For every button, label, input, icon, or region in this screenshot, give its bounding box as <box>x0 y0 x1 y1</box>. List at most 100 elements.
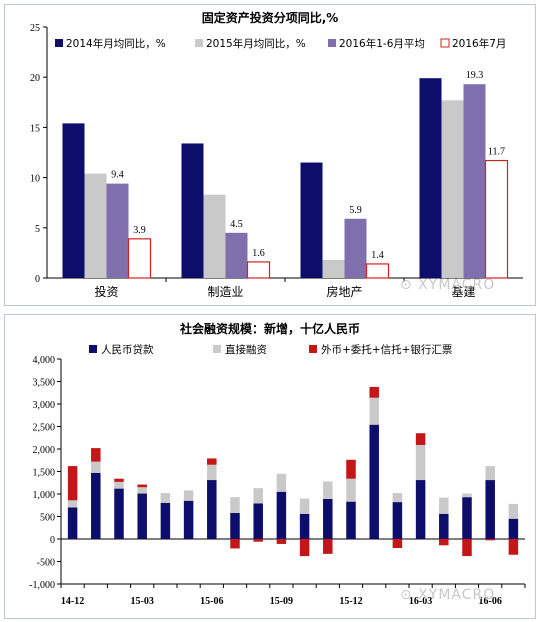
chart2-bar-segment <box>160 493 171 503</box>
chart2-bar-segment <box>276 491 287 539</box>
chart2-bar-segment <box>67 466 78 501</box>
chart2-bar-segment <box>346 501 356 539</box>
chart2-bar-segment <box>160 503 171 539</box>
chart2-y-tick-label: 2,000 <box>33 445 56 456</box>
chart2-bar-segment <box>485 480 495 539</box>
chart2-bar-segment <box>415 433 426 445</box>
chart1-watermark: ⊙ XYMACRO <box>400 277 495 293</box>
chart2-bar-segment <box>137 487 147 494</box>
chart2-bar-segment <box>439 497 449 514</box>
chart1-bar <box>127 238 152 279</box>
chart1-category-label: 制造业 <box>207 285 243 299</box>
chart2-bar-segment <box>183 490 194 501</box>
chart1-bar <box>419 78 442 278</box>
chart1-bar <box>463 84 486 278</box>
social-financing-svg: 社会融资规模：新增，十亿人民币 -1,000 -500 0 500 1,000 1,500… <box>29 321 526 607</box>
chart1-bar <box>203 194 226 278</box>
chart1-y-tick-label: 25 <box>30 23 40 34</box>
chart2-bar-segment <box>369 386 379 398</box>
chart2-bar-segment <box>485 539 495 541</box>
chart2-x-tick-label: 15-06 <box>200 596 223 607</box>
chart2-bar-segment <box>207 458 217 465</box>
chart2-bar-segment <box>114 488 124 539</box>
chart1-bar <box>344 218 367 278</box>
chart2-bar-segment <box>276 539 287 544</box>
chart1-legend-label: 2016年7月 <box>452 37 506 50</box>
chart1-data-label: 19.3 <box>466 70 484 81</box>
chart1-y-tick-label: 20 <box>30 73 40 84</box>
chart2-bar-segment <box>415 444 426 481</box>
chart2-x-tick-label: 16-03 <box>409 596 432 607</box>
chart1-data-label: 3.9 <box>133 225 146 236</box>
chart1-data-label: 9.4 <box>111 170 124 181</box>
chart2-bar-segment <box>114 478 124 482</box>
chart1-bar <box>300 162 323 278</box>
chart1-legend-swatch <box>328 39 336 47</box>
chart2-legend-label: 人民币贷款 <box>101 343 154 356</box>
chart2-watermark: ⊙ XYMACRO <box>400 587 495 603</box>
chart2-bar-segment <box>114 481 124 489</box>
chart1-legend-label: 2016年1-6月平均 <box>339 37 425 50</box>
chart2-bar-segment <box>91 461 101 473</box>
chart2-legend-label: 直接融资 <box>225 343 267 356</box>
chart2-bar-segment <box>183 500 194 539</box>
chart1-bar <box>484 159 509 279</box>
chart1-bar <box>106 183 129 278</box>
chart2-bar-segment <box>508 518 519 539</box>
chart2-legend-swatch <box>89 345 97 353</box>
chart2-y-tick-label: 1,000 <box>33 490 56 501</box>
chart2-bar-segment <box>67 507 78 539</box>
chart2-y-tick-label: -1,000 <box>29 580 55 591</box>
chart1-category-label: 房地产 <box>326 284 362 299</box>
chart2-y-tick-label: 500 <box>40 513 55 524</box>
chart1-bar <box>322 259 345 278</box>
chart2-x-tick-label: 14-12 <box>61 596 84 607</box>
chart2-bar-segment <box>91 472 101 539</box>
chart2-bar-segment <box>253 503 263 539</box>
chart2-bar-segment <box>392 539 403 548</box>
chart2-x-tick-label: 15-03 <box>131 596 154 607</box>
chart2-bar-segment <box>369 424 379 539</box>
chart2-bar-segment <box>91 448 101 462</box>
chart2-legend-swatch <box>309 345 317 353</box>
chart2-bar-segment <box>346 459 356 479</box>
chart2-bar-segment <box>230 497 240 513</box>
chart2-legend-swatch <box>213 345 221 353</box>
chart2-y-tick-label: 1,500 <box>33 468 56 479</box>
chart2-title: 社会融资规模：新增，十亿人民币 <box>179 321 360 336</box>
chart1-bar <box>441 100 464 279</box>
chart2-bar-segment <box>323 539 333 554</box>
chart2-bar-segment <box>230 539 240 549</box>
chart2-bar-segment <box>67 500 78 508</box>
chart1-data-label: 11.7 <box>488 147 505 158</box>
chart1-y-tick-label: 0 <box>35 274 40 285</box>
chart2-bar-segment <box>230 512 240 539</box>
chart1-y-tick-label: 10 <box>30 174 40 185</box>
chart2-x-tick-label: 15-12 <box>339 596 362 607</box>
chart2-bar-segment <box>207 464 217 481</box>
chart1-bar <box>246 261 271 279</box>
fixed-asset-investment-svg: 固定资产投资分项同比,% 0 5 10 15 20 25 投资 9.4 3.9 制造业 4.5 1.6… <box>30 10 523 299</box>
chart2-bar-segment <box>253 539 263 542</box>
chart2-bar-segment <box>508 503 519 519</box>
chart2-bar-segment <box>299 539 310 557</box>
chart2-bar-segment <box>299 513 310 539</box>
chart2-bar-segment <box>392 493 403 503</box>
chart2-y-tick-label: 2,500 <box>33 423 56 434</box>
chart2-bar-segment <box>415 480 426 539</box>
chart2-bar-segment <box>137 493 147 539</box>
chart1-category-label: 基建 <box>451 285 475 299</box>
chart1-title: 固定资产投资分项同比,% <box>202 10 339 25</box>
chart2-y-tick-label: 3,000 <box>33 400 56 411</box>
chart2-bar-segment <box>299 498 310 514</box>
chart2-bar-segment <box>207 480 217 539</box>
chart2-bar-segment <box>508 539 519 555</box>
chart1-data-label: 5.9 <box>349 205 362 216</box>
chart2-legend-label: 外币+委托+信托+银行汇票 <box>321 343 452 356</box>
chart1-y-tick-label: 5 <box>35 224 40 235</box>
chart2-bar-segment <box>323 498 333 539</box>
chart2-bar-segment <box>276 473 287 492</box>
chart1-data-label: 1.6 <box>252 248 265 259</box>
chart2-bar-segment <box>392 502 403 539</box>
chart1-legend-swatch <box>55 39 63 47</box>
